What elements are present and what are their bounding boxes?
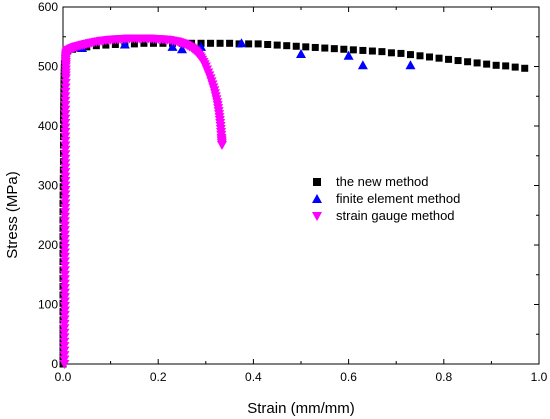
new-method-point <box>416 52 424 60</box>
series-triangle-down <box>59 34 227 369</box>
new-method-point <box>368 47 376 55</box>
legend-label: finite element method <box>336 191 460 206</box>
new-method-point <box>111 40 119 48</box>
data-marks <box>59 34 529 369</box>
new-method-point <box>311 43 319 51</box>
y-tick-label: 500 <box>38 60 58 74</box>
new-method-point <box>264 40 272 48</box>
new-method-point <box>426 53 434 61</box>
new-method-point <box>473 59 481 67</box>
strain-gauge-point <box>59 217 70 227</box>
new-method-point <box>292 42 300 50</box>
fem-point <box>343 50 354 60</box>
y-tick-label: 0 <box>51 357 58 371</box>
new-method-point <box>464 58 472 66</box>
new-method-point <box>521 64 529 72</box>
fem-point <box>236 38 247 48</box>
new-method-point <box>406 51 414 59</box>
legend-marker <box>312 194 322 203</box>
fem-point <box>167 41 178 51</box>
fem-point <box>296 49 306 59</box>
fem-point <box>405 60 416 70</box>
new-method-point <box>502 62 510 70</box>
new-method-point <box>321 44 329 52</box>
y-tick-label: 200 <box>38 238 58 252</box>
y-tick-label: 100 <box>38 298 58 312</box>
new-method-point <box>340 45 348 53</box>
new-method-point <box>445 55 453 63</box>
axis-ticks: 0.0 0.2 0.4 0.6 0.8 1.0 0 100 200 300 400 500 600 <box>38 0 548 384</box>
new-method-point <box>254 40 262 48</box>
new-method-point <box>273 41 281 49</box>
strain-gauge-point <box>60 203 71 213</box>
x-tick-label: 0.8 <box>435 370 452 384</box>
strain-gauge-point <box>59 310 70 320</box>
fem-point <box>119 39 130 49</box>
strain-gauge-point <box>59 319 70 329</box>
new-method-point <box>216 39 224 47</box>
legend-marker <box>312 212 322 221</box>
y-tick-label: 600 <box>38 0 58 14</box>
strain-gauge-point <box>216 141 227 151</box>
x-tick-label: 0.4 <box>245 370 262 384</box>
new-method-point <box>387 49 395 57</box>
y-axis-label: Stress (MPa) <box>4 171 21 259</box>
fem-point <box>357 60 368 70</box>
strain-gauge-point <box>60 78 71 88</box>
y-tick-label: 300 <box>38 179 58 193</box>
new-method-point <box>397 49 405 57</box>
series-triangle-up <box>77 38 416 70</box>
fem-point <box>177 44 187 54</box>
new-method-point <box>359 46 367 54</box>
strain-gauge-point <box>60 212 71 222</box>
legend-label: strain gauge method <box>336 208 455 223</box>
y-tick-label: 400 <box>38 119 58 133</box>
x-axis-label: Strain (mm/mm) <box>247 400 355 417</box>
legend: the new method finite element method strai… <box>312 174 460 223</box>
strain-gauge-point <box>60 208 71 218</box>
x-tick-label: 0.0 <box>55 370 72 384</box>
strain-gauge-point <box>60 87 71 97</box>
strain-gauge-point <box>60 83 71 93</box>
new-method-point <box>435 54 443 62</box>
new-method-point <box>302 43 310 51</box>
x-tick-label: 1.0 <box>531 370 548 384</box>
new-method-point <box>226 39 234 47</box>
legend-marker <box>313 178 321 186</box>
new-method-point <box>454 57 462 65</box>
strain-gauge-point <box>59 315 70 325</box>
new-method-point <box>511 63 519 71</box>
legend-label: the new method <box>336 174 429 189</box>
new-method-point <box>245 40 253 48</box>
new-method-point <box>492 61 500 69</box>
new-method-point <box>378 48 386 56</box>
new-method-point <box>130 40 138 48</box>
x-tick-label: 0.2 <box>150 370 167 384</box>
new-method-point <box>207 39 215 47</box>
strain-gauge-point <box>59 324 70 334</box>
x-tick-label: 0.6 <box>340 370 357 384</box>
new-method-point <box>483 60 491 68</box>
new-method-point <box>283 42 291 50</box>
strain-gauge-point <box>60 92 71 102</box>
new-method-point <box>349 46 357 54</box>
new-method-point <box>330 45 338 53</box>
